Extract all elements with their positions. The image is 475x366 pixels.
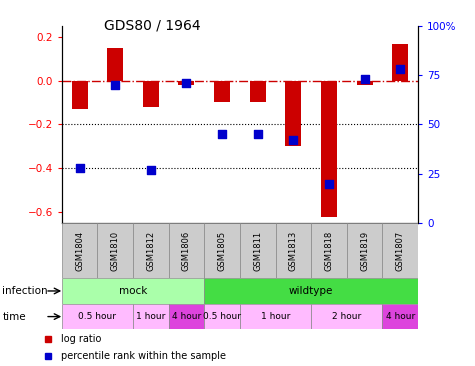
Point xyxy=(147,167,155,173)
Point xyxy=(218,131,226,137)
Bar xyxy=(62,278,204,304)
Text: GSM1819: GSM1819 xyxy=(360,231,369,271)
Text: infection: infection xyxy=(2,286,48,296)
Text: GSM1804: GSM1804 xyxy=(75,231,84,271)
Bar xyxy=(204,278,418,304)
Text: GSM1810: GSM1810 xyxy=(111,231,120,271)
Bar xyxy=(204,304,240,329)
Bar xyxy=(392,44,408,81)
Point xyxy=(289,137,297,143)
Text: GSM1805: GSM1805 xyxy=(218,231,227,271)
Bar xyxy=(357,81,372,85)
Text: GSM1812: GSM1812 xyxy=(146,231,155,271)
Bar xyxy=(321,81,337,217)
Point xyxy=(182,80,190,86)
Text: GSM1807: GSM1807 xyxy=(396,231,405,271)
Bar xyxy=(133,223,169,278)
Text: GSM1813: GSM1813 xyxy=(289,231,298,271)
Bar xyxy=(250,81,266,102)
Text: 2 hour: 2 hour xyxy=(332,312,361,321)
Text: 4 hour: 4 hour xyxy=(172,312,201,321)
Bar xyxy=(285,81,301,146)
Text: log ratio: log ratio xyxy=(61,334,101,344)
Bar xyxy=(133,304,169,329)
Text: 4 hour: 4 hour xyxy=(386,312,415,321)
Bar xyxy=(107,48,123,81)
Point xyxy=(325,181,332,187)
Bar xyxy=(97,223,133,278)
Bar xyxy=(382,304,418,329)
Bar xyxy=(169,304,204,329)
Point xyxy=(254,131,261,137)
Text: 0.5 hour: 0.5 hour xyxy=(203,312,241,321)
Text: GDS80 / 1964: GDS80 / 1964 xyxy=(104,18,201,32)
Bar xyxy=(204,223,240,278)
Bar xyxy=(240,223,276,278)
Bar xyxy=(62,223,97,278)
Bar xyxy=(179,81,194,85)
Point xyxy=(396,66,404,72)
Bar xyxy=(240,304,311,329)
Bar xyxy=(311,223,347,278)
Bar xyxy=(347,223,382,278)
Text: percentile rank within the sample: percentile rank within the sample xyxy=(61,351,226,361)
Point xyxy=(111,82,119,88)
Point xyxy=(361,76,369,82)
Bar xyxy=(214,81,230,102)
Bar xyxy=(143,81,159,107)
Text: 1 hour: 1 hour xyxy=(261,312,290,321)
Text: GSM1811: GSM1811 xyxy=(253,231,262,271)
Bar xyxy=(311,304,382,329)
Text: 0.5 hour: 0.5 hour xyxy=(78,312,116,321)
Text: mock: mock xyxy=(119,286,147,296)
Point xyxy=(76,165,84,171)
Bar xyxy=(382,223,418,278)
Text: 1 hour: 1 hour xyxy=(136,312,165,321)
Text: GSM1806: GSM1806 xyxy=(182,231,191,271)
Text: wildtype: wildtype xyxy=(289,286,333,296)
Text: time: time xyxy=(2,311,26,322)
Bar xyxy=(169,223,204,278)
Bar xyxy=(276,223,311,278)
Text: GSM1818: GSM1818 xyxy=(324,231,333,271)
Bar xyxy=(62,304,133,329)
Bar xyxy=(72,81,87,109)
